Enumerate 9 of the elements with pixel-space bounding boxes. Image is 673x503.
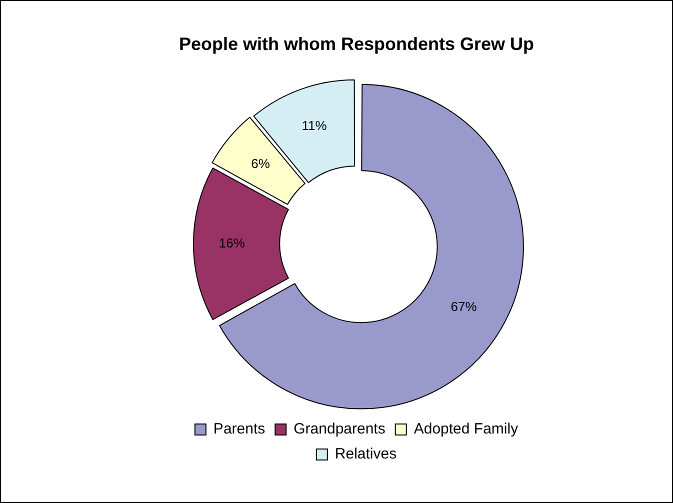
- legend-label: Grandparents: [294, 420, 386, 438]
- legend-label: Relatives: [334, 446, 397, 463]
- data-label: 16%: [218, 235, 246, 250]
- legend-label: Parents: [213, 420, 266, 438]
- chart-title: People with whom Respondents Grew Up: [178, 34, 534, 54]
- data-label: 11%: [302, 118, 328, 134]
- legend-label: Adopted Family: [414, 420, 519, 438]
- data-label: 67%: [450, 298, 478, 314]
- data-label: 6%: [251, 156, 270, 171]
